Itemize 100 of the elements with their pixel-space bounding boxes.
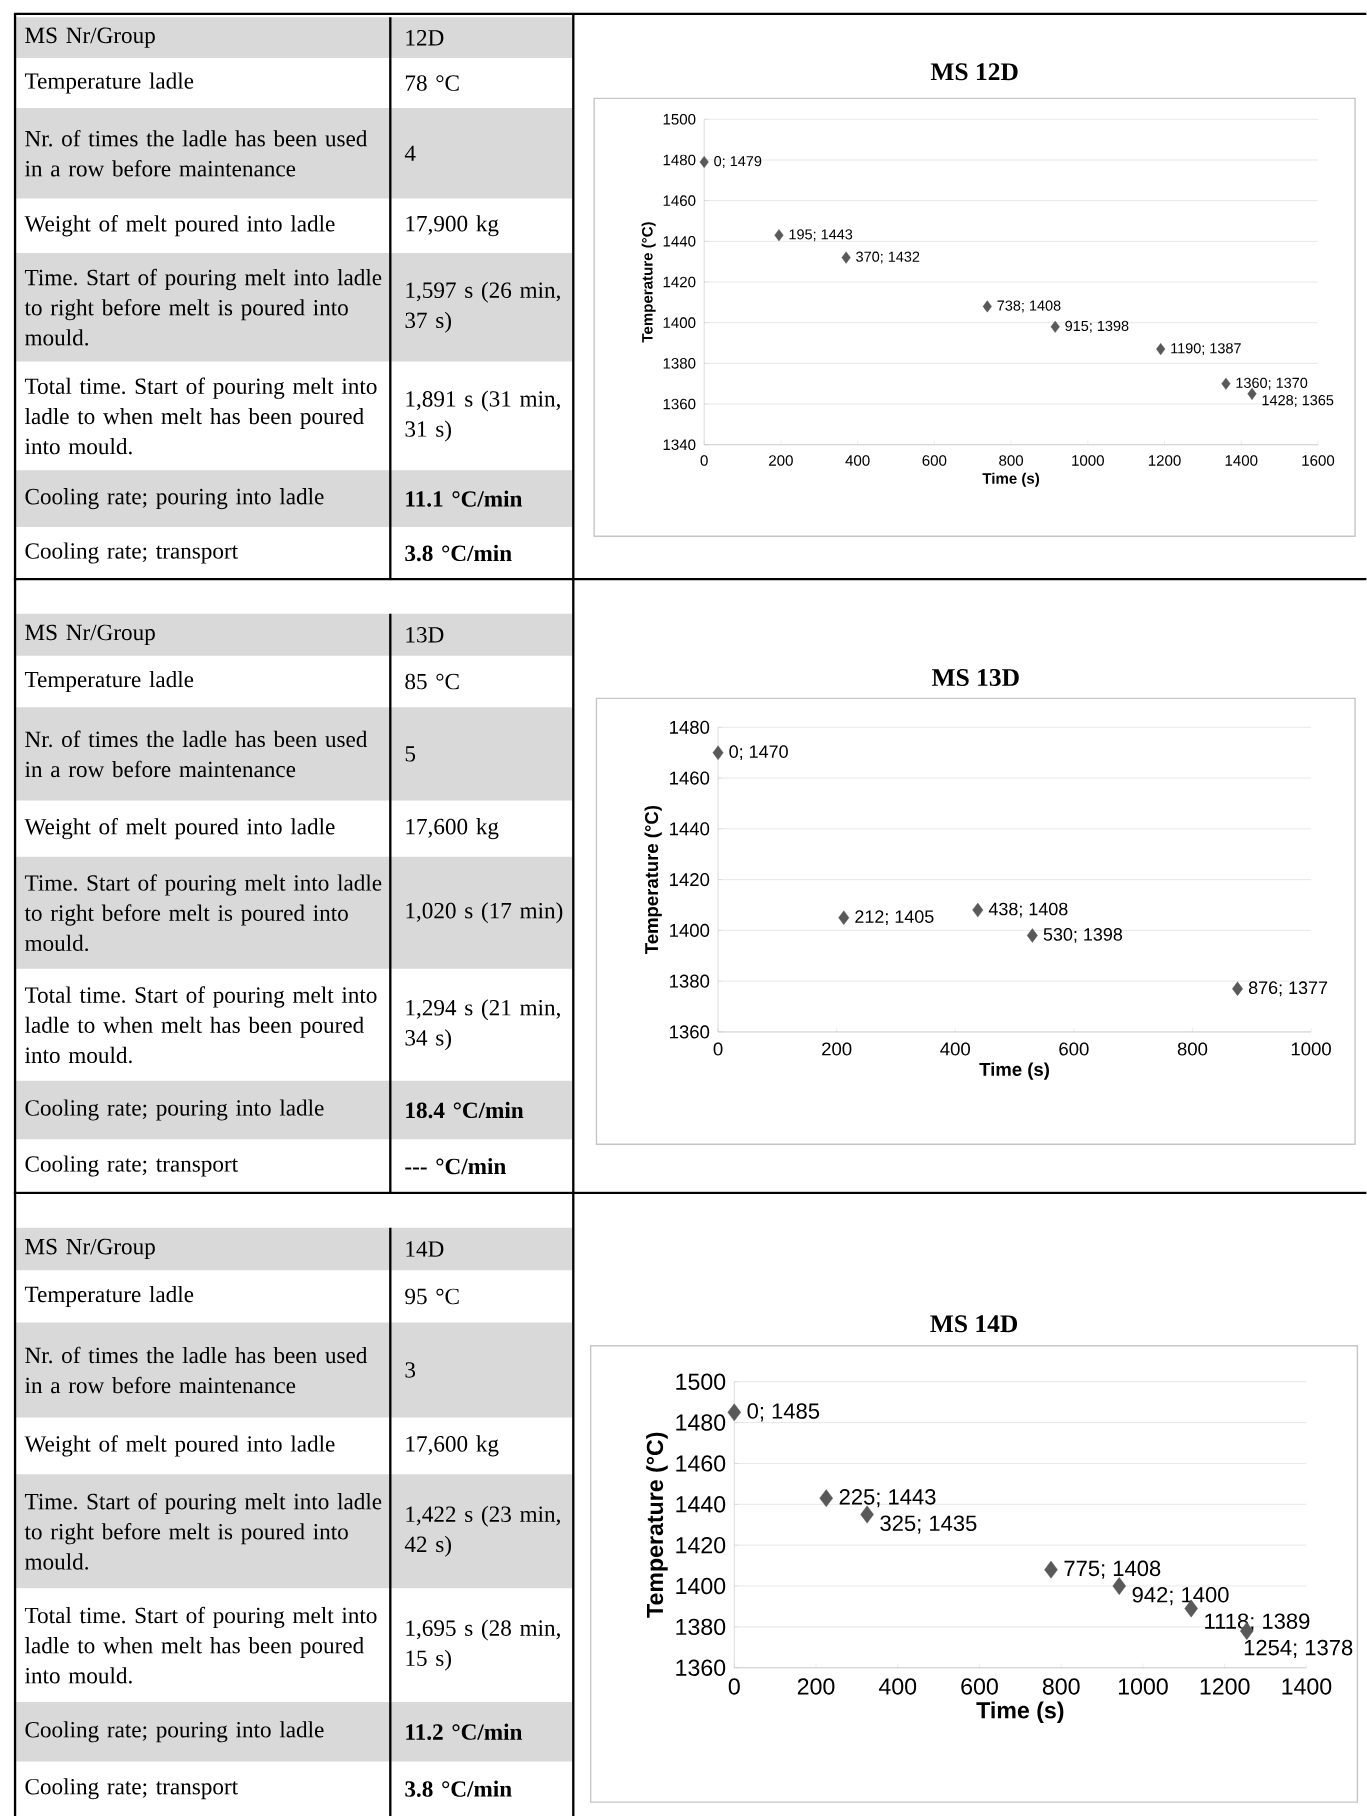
data-label: 438; 1408 [989,902,1068,918]
text: 3 [405,1362,416,1378]
x-tick-label: 600 [1059,1042,1089,1056]
x-tick-label: 200 [822,1042,852,1056]
category-label: Temperature ladle [25,72,194,94]
x-tick-label: 1000 [1072,455,1105,466]
y-tick-label: 1380 [676,1618,726,1636]
y-tick-label: 1380 [670,974,710,988]
data-label: 530; 1398 [1043,928,1123,943]
x-tick-label: 1400 [1225,455,1258,466]
category-label: Time. Start of pouring melt into ladle to right before melt is poured into mould. [24,1492,382,1570]
text: 78 °C [406,75,459,91]
text: 1,294 s (21 min, 34 s) [405,999,561,1051]
y-tick-label: 1380 [663,358,696,369]
x-tick-label: 1200 [1200,1678,1250,1695]
category-label: MS Nr/Group [25,27,156,48]
y-tick-label: 1460 [663,195,696,206]
point [841,251,851,264]
point [1221,377,1231,390]
data-label: 1254; 1378 [1245,1639,1353,1658]
category-label: Nr. of times the ladle has been used in a row before maintenance [25,730,368,778]
data-label: 876; 1377 [1249,981,1328,997]
data-label: 0; 1479 [714,156,762,168]
x-tick-label: 0 [700,455,708,466]
category-label: Temperature ladle [25,671,194,693]
y-tick-label: 1480 [676,1414,726,1431]
category-label: Total time. Start of pouring melt into ladle to when melt has been poured into mould. [25,1606,377,1684]
text: 14D [406,1241,444,1257]
x-tick-label: 1000 [1292,1042,1332,1056]
text: 17,600 kg [406,1435,499,1457]
data-label: 915; 1398 [1065,320,1129,333]
y-tick-label: 1480 [663,154,696,166]
y-tick-label: 1360 [676,1659,726,1676]
data-label: 775; 1408 [1064,1560,1161,1579]
data-label: 738; 1408 [997,300,1061,313]
y-tick-label: 1460 [676,1455,726,1472]
y-tick-label: 1340 [663,439,696,451]
x-tick-label: 1200 [1149,455,1181,466]
category-label: Total time. Start of pouring melt into ladle to when melt has been poured into mould. [25,986,377,1064]
text: 95 °C [405,1288,459,1305]
category-label: Time. Start of pouring melt into ladle to right before melt is poured into mould. [24,874,382,952]
x-tick-label: 800 [1177,1042,1208,1056]
data-label: 1360; 1370 [1236,377,1308,390]
y-tick-label: 1500 [663,113,696,125]
x-tick-label: 800 [999,455,1024,466]
x-tick-label: 1600 [1302,455,1335,466]
category-label: Nr. of times the ladle has been used in a row before maintenance [25,129,368,177]
x-tick-label: 0 [713,1042,723,1056]
category-label: MS Nr/Group [25,624,156,645]
point [1112,1577,1127,1595]
y-tick-label: 1400 [670,923,710,937]
text: 12D [406,30,444,46]
point [1156,343,1166,356]
chart-title: MS 12D [930,63,1018,81]
category-label: Temperature ladle [25,1285,194,1307]
chart-title: MS 13D [932,668,1019,687]
x-tick-label: 800 [1043,1678,1080,1695]
y-axis-title: Temperature (°C) [646,1432,668,1618]
category-label: Weight of melt poured into ladle [24,215,335,237]
category-label: MS Nr/Group [25,1238,156,1260]
point [982,300,993,313]
text: 1,422 s (23 min, 42 s) [405,1505,561,1557]
text: 4 [405,145,416,161]
y-tick-label: 1420 [670,873,710,887]
point [838,910,850,925]
text: 17,600 kg [406,818,499,840]
data-label: 195; 1443 [789,229,853,242]
point [774,229,784,242]
y-tick-label: 1360 [670,1025,710,1039]
y-tick-label: 1500 [676,1373,726,1390]
y-tick-label: 1360 [663,398,696,410]
y-tick-label: 1480 [670,720,710,734]
x-tick-label: 0 [728,1678,740,1695]
data-label: 1190; 1387 [1171,343,1241,356]
text: --- °C/min [405,1157,507,1175]
x-tick-label: 200 [769,455,794,466]
data-label: 0; 1485 [747,1403,820,1422]
y-tick-label: 1440 [676,1496,726,1513]
y-tick-label: 1400 [663,317,696,328]
x-tick-label: 600 [922,455,947,466]
data-label: 0; 1470 [729,745,789,761]
point [1232,981,1244,996]
category-label: Cooling rate; transport [25,1155,239,1177]
text: 18.4 °C/min [406,1101,524,1119]
text: 5 [405,746,416,762]
y-axis-title: Temperature (°C) [644,805,662,954]
category-label: Cooling rate; transport [25,1778,239,1800]
y-tick-label: 1440 [663,236,696,247]
data-label: 1428; 1365 [1262,395,1334,408]
text: 1,695 s (28 min, 15 s) [406,1619,561,1671]
text: 11.2 °C/min [406,1723,523,1740]
text: 3.8 °C/min [405,544,512,562]
data-label: 325; 1435 [880,1515,977,1534]
data-label: 212; 1405 [855,910,934,926]
x-axis-title: Time (s) [979,1062,1050,1080]
x-tick-label: 600 [961,1678,999,1695]
category-label: Cooling rate; transport [25,542,239,564]
y-axis-title: Temperature (°C) [641,222,656,343]
data-label: 942; 1400 [1132,1586,1229,1606]
text: 85 °C [405,673,459,690]
